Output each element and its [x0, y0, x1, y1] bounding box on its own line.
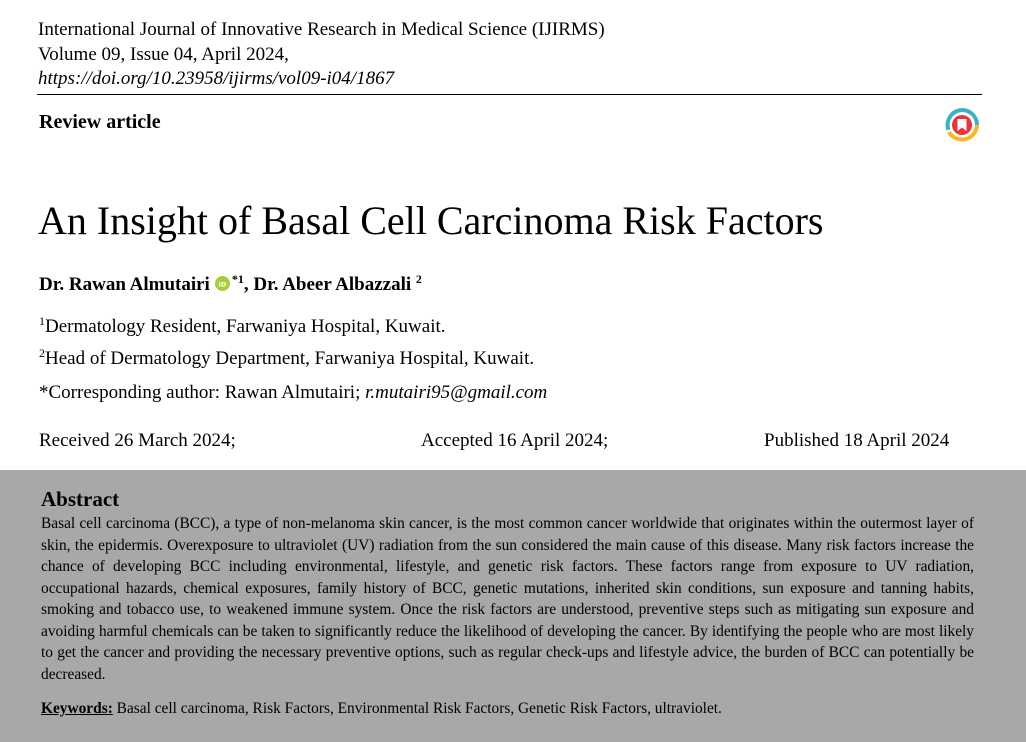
article-type: Review article — [39, 111, 161, 133]
svg-text:iD: iD — [219, 280, 227, 288]
author-separator: , — [243, 274, 254, 295]
keywords-label: Keywords: — [41, 700, 113, 717]
journal-name: International Journal of Innovative Rese… — [38, 19, 605, 40]
doi-link[interactable]: https://doi.org/10.23958/ijirms/vol09-i0… — [38, 68, 395, 89]
affiliation-mark: 2 — [39, 346, 45, 360]
crossmark-icon[interactable] — [945, 108, 979, 142]
author-affiliation-mark: *1 — [231, 272, 244, 286]
author-affiliation-mark: 2 — [415, 272, 422, 286]
abstract-body: Basal cell carcinoma (BCC), a type of no… — [41, 515, 974, 683]
article-title: An Insight of Basal Cell Carcinoma Risk … — [38, 198, 824, 243]
orcid-icon[interactable]: iD — [214, 276, 230, 291]
keywords: Keywords: Basal cell carcinoma, Risk Fac… — [41, 700, 722, 718]
affiliation-text: Head of Dermatology Department, Farwaniy… — [45, 348, 535, 369]
author-name: Dr. Abeer Albazzali — [253, 274, 412, 295]
author-name: Dr. Rawan Almutairi — [39, 274, 210, 295]
journal-header: International Journal of Innovative Rese… — [38, 18, 982, 92]
journal-issue: Volume 09, Issue 04, April 2024, — [38, 43, 289, 65]
received-date: Received 26 March 2024; — [39, 430, 236, 451]
abstract-panel — [0, 470, 1026, 742]
keywords-text: Basal cell carcinoma, Risk Factors, Envi… — [112, 700, 722, 717]
header-divider — [37, 94, 982, 95]
corresponding-email[interactable]: r.mutairi95@gmail.com — [365, 382, 548, 403]
corresponding-author: *Corresponding author: Rawan Almutairi; … — [39, 382, 547, 404]
affiliation-text: Dermatology Resident, Farwaniya Hospital… — [45, 316, 446, 337]
author-list: Dr. Rawan Almutairi iD *1, Dr. Abeer Albaz… — [39, 266, 422, 298]
affiliation-mark: 1 — [39, 314, 45, 328]
corresponding-label: *Corresponding author: Rawan Almutairi; — [39, 382, 366, 403]
affiliation-item: 1Dermatology Resident, Farwaniya Hospita… — [39, 308, 534, 340]
affiliation-item: 2Head of Dermatology Department, Farwani… — [39, 340, 534, 372]
published-date: Published 18 April 2024 — [764, 430, 950, 451]
accepted-date: Accepted 16 April 2024; — [421, 430, 609, 451]
abstract-heading: Abstract — [41, 487, 120, 511]
affiliation-list: 1Dermatology Resident, Farwaniya Hospita… — [39, 308, 534, 372]
